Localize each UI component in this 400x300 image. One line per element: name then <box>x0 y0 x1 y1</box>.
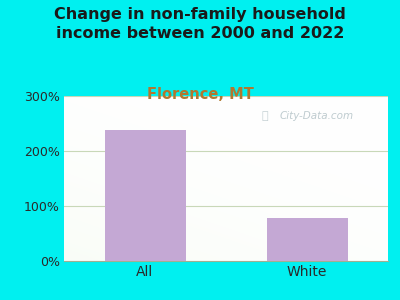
Bar <box>266 218 348 261</box>
Bar <box>104 130 186 261</box>
Text: Change in non-family household
income between 2000 and 2022: Change in non-family household income be… <box>54 8 346 41</box>
Text: City-Data.com: City-Data.com <box>280 111 354 121</box>
Text: ⓘ: ⓘ <box>262 111 268 121</box>
Text: Florence, MT: Florence, MT <box>146 87 254 102</box>
